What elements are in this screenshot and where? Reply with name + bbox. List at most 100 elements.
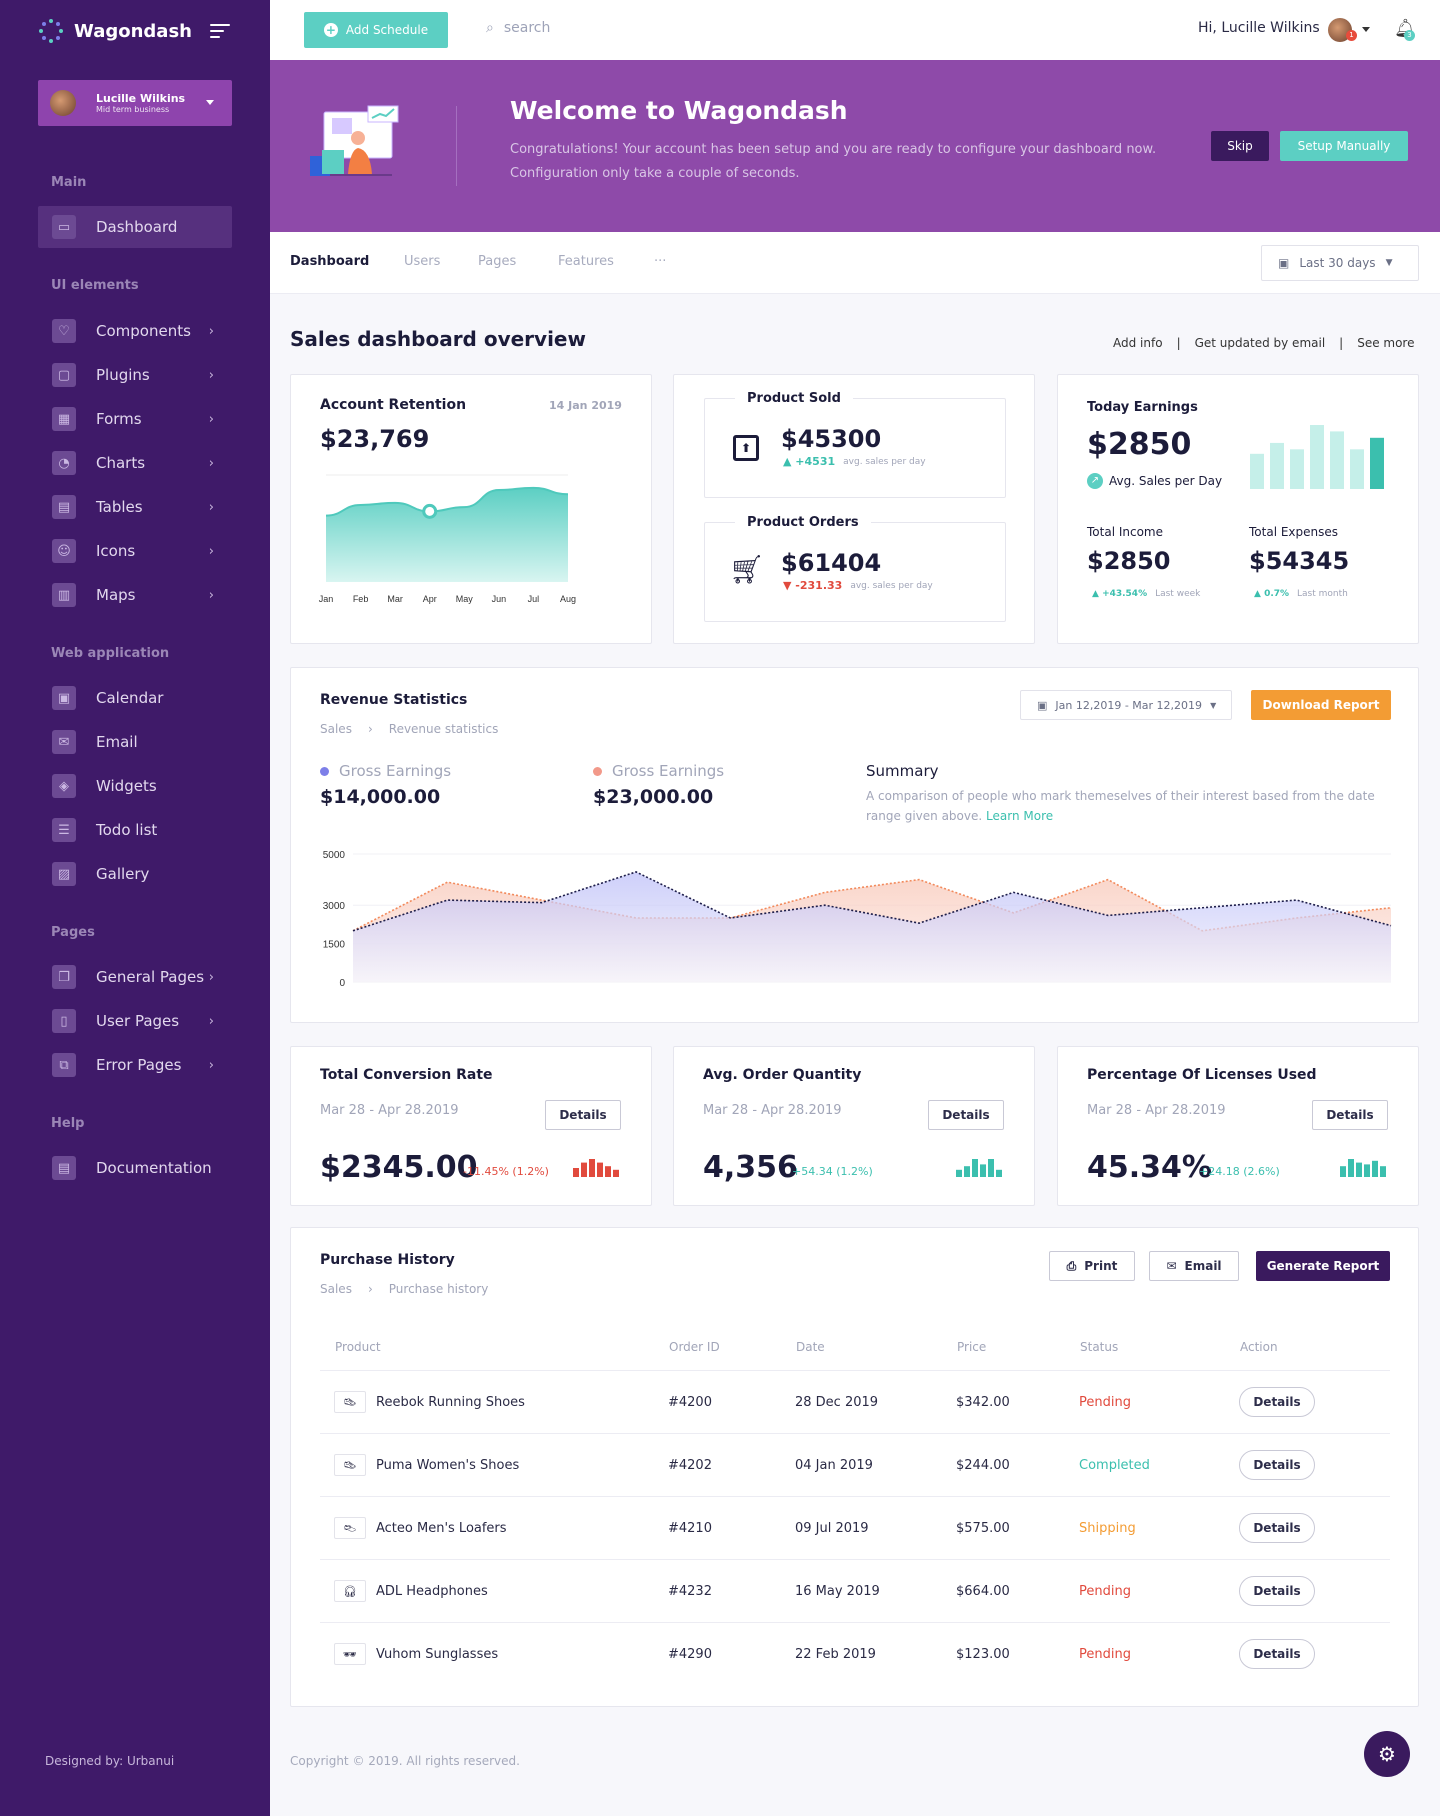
tab-more[interactable]: ··· [654, 254, 667, 269]
sidebar-item-label: Components [96, 322, 191, 340]
details-button[interactable]: Details [1239, 1639, 1315, 1669]
tab-dashboard[interactable]: Dashboard [290, 254, 370, 269]
sidebar-item-maps[interactable]: ▥ Maps › [38, 574, 232, 616]
bar [613, 1169, 619, 1177]
legend-dot [320, 766, 329, 776]
email-button[interactable]: ✉ Email [1149, 1251, 1239, 1281]
plus-icon: + [323, 23, 338, 37]
summary-text: A comparison of people who mark themesel… [866, 786, 1391, 826]
bar [581, 1162, 587, 1177]
add-info-link[interactable]: Add info [1113, 336, 1163, 350]
email-updates-link[interactable]: Get updated by email [1194, 336, 1326, 350]
sidebar-item-email[interactable]: ✉ Email [38, 721, 232, 763]
chevron-right-icon: › [208, 455, 214, 471]
chevron-down-icon[interactable] [1362, 27, 1370, 32]
sidebar-item-user-pages[interactable]: ▯ User Pages › [38, 1000, 232, 1042]
pie-icon: ◔ [52, 451, 76, 475]
column-header[interactable]: Product [335, 1340, 381, 1354]
print-button[interactable]: ⎙ Print [1049, 1251, 1135, 1281]
date-range-select[interactable]: ▣ Last 30 days ▼ [1261, 245, 1419, 281]
search-input[interactable]: ⌕ search [486, 20, 550, 36]
column-header[interactable]: Status [1080, 1340, 1119, 1354]
gear-icon[interactable]: ⚙ [1364, 1731, 1410, 1777]
details-button[interactable]: Details [1239, 1576, 1315, 1606]
sidebar-item-charts[interactable]: ◔ Charts › [38, 442, 232, 484]
details-button[interactable]: Details [928, 1100, 1004, 1130]
download-report-button[interactable]: Download Report [1251, 690, 1391, 720]
see-more-link[interactable]: See more [1357, 336, 1415, 350]
total-expenses-change: ▲ 0.7% Last month [1254, 589, 1348, 599]
bar [1364, 1164, 1370, 1177]
product-sold-change: ▲ +4531 avg. sales per day [783, 455, 926, 468]
add-schedule-label: Add Schedule [345, 23, 429, 37]
sidebar-item-widgets[interactable]: ◈ Widgets [38, 765, 232, 807]
order-date: 22 Feb 2019 [795, 1647, 876, 1662]
avg-sales-label: Avg. Sales per Day [1109, 474, 1223, 488]
sidebar-item-general-pages[interactable]: ❐ General Pages › [38, 956, 232, 998]
line-series-1 [352, 871, 1392, 932]
inbox-icon: ⬆ [733, 435, 759, 461]
add-schedule-button[interactable]: + Add Schedule [304, 12, 448, 48]
summary-body: A comparison of people who mark themesel… [866, 789, 1375, 823]
sidebar-item-label: Icons [96, 542, 136, 560]
sidebar-item-gallery[interactable]: ▨ Gallery [38, 853, 232, 895]
calendar-icon: ▣ [1037, 698, 1048, 712]
product-sold-title: Product Sold [735, 391, 853, 406]
sidebar-item-error-pages[interactable]: ⧉ Error Pages › [38, 1044, 232, 1086]
area-series [326, 487, 568, 582]
column-header[interactable]: Order ID [669, 1340, 720, 1354]
sidebar-item-plugins[interactable]: ▢ Plugins › [38, 354, 232, 396]
column-header[interactable]: Price [957, 1340, 987, 1354]
file-icon: ▯ [52, 1009, 76, 1033]
details-button[interactable]: Details [1312, 1100, 1388, 1130]
learn-more-link[interactable]: Learn More [986, 809, 1054, 823]
tab-features[interactable]: Features [558, 254, 614, 269]
sidebar-item-label: Documentation [96, 1159, 212, 1177]
app-logo[interactable]: Wagondash [38, 18, 192, 44]
product-card: Product Sold ⬆ $45300 ▲ +4531 avg. sales… [673, 374, 1035, 644]
section-main: Main [51, 175, 87, 190]
chevron-down-icon: ▼ [1385, 258, 1393, 268]
sidebar: Wagondash Lucille Wilkins Mid term busin… [0, 0, 270, 1816]
data-point-marker[interactable] [422, 503, 438, 519]
skip-button[interactable]: Skip [1211, 131, 1269, 161]
sidebar-item-forms[interactable]: ▦ Forms › [38, 398, 232, 440]
breadcrumb-item[interactable]: Sales [320, 1282, 352, 1296]
details-button[interactable]: Details [1239, 1387, 1315, 1417]
legend-dot [593, 766, 602, 776]
details-button[interactable]: Details [1239, 1450, 1315, 1480]
bar [1380, 1166, 1386, 1177]
sidebar-item-calendar[interactable]: ▣ Calendar [38, 677, 232, 719]
order-date: 09 Jul 2019 [795, 1521, 869, 1536]
setup-manually-button[interactable]: Setup Manually [1280, 131, 1408, 161]
headphones-icon: 🎧︎ [334, 1580, 366, 1602]
generate-report-button[interactable]: Generate Report [1256, 1251, 1390, 1281]
gross-earnings-value-2: $23,000.00 [593, 786, 714, 808]
sidebar-item-dashboard[interactable]: ▭ Dashboard [38, 206, 232, 248]
sidebar-item-todo[interactable]: ☰ Todo list [38, 809, 232, 851]
column-header[interactable]: Date [796, 1340, 825, 1354]
revenue-range-select[interactable]: ▣ Jan 12,2019 - Mar 12,2019 ▼ [1020, 690, 1232, 720]
sidebar-item-components[interactable]: ♡ Components › [38, 310, 232, 352]
user-switcher[interactable]: Lucille Wilkins Mid term business [38, 80, 232, 126]
sidebar-item-tables[interactable]: ▤ Tables › [38, 486, 232, 528]
bar [1270, 442, 1284, 489]
order-id: #4232 [668, 1584, 712, 1599]
breadcrumb-item[interactable]: Sales [320, 722, 352, 736]
sidebar-item-documentation[interactable]: ▤ Documentation [38, 1147, 232, 1189]
metric-bar-chart [956, 1159, 1002, 1177]
details-button[interactable]: Details [545, 1100, 621, 1130]
tab-users[interactable]: Users [404, 254, 441, 269]
sidebar-item-label: User Pages [96, 1012, 180, 1030]
avg-sales: ↗ Avg. Sales per Day [1087, 473, 1222, 489]
bar [1348, 1159, 1354, 1177]
tab-pages[interactable]: Pages [478, 254, 517, 269]
menu-toggle-icon[interactable] [210, 24, 230, 38]
sidebar-item-label: Email [96, 733, 138, 751]
sidebar-item-icons[interactable]: ☺ Icons › [38, 530, 232, 572]
monitor-icon: ▭ [52, 215, 76, 239]
details-button[interactable]: Details [1239, 1513, 1315, 1543]
column-header[interactable]: Action [1240, 1340, 1278, 1354]
shoe-icon: 👟︎ [334, 1391, 366, 1413]
date-range-value: Last 30 days [1299, 256, 1376, 270]
